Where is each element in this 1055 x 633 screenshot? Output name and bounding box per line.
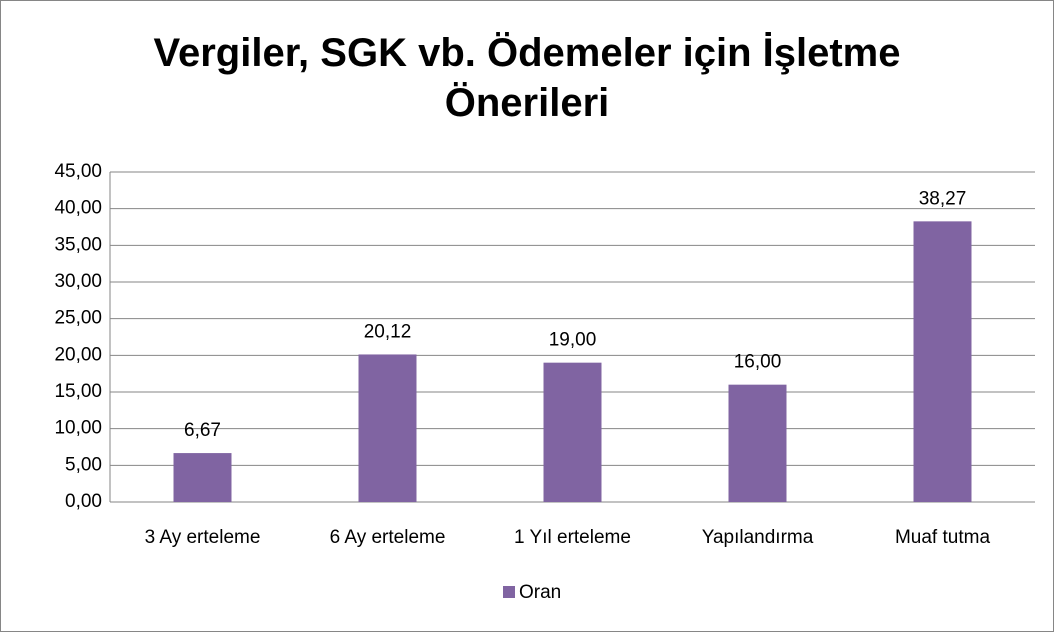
- data-label: 16,00: [734, 352, 782, 373]
- y-tick-label: 30,00: [54, 271, 102, 292]
- y-tick-label: 15,00: [54, 381, 102, 402]
- y-tick-label: 10,00: [54, 418, 102, 439]
- y-tick-label: 35,00: [54, 234, 102, 255]
- bar: [173, 453, 232, 502]
- y-tick-label: 0,00: [65, 491, 102, 512]
- y-tick-label: 45,00: [54, 161, 102, 182]
- chart-title: Vergiler, SGK vb. Ödemeler için İşletme …: [153, 31, 901, 125]
- y-tick-label: 25,00: [54, 308, 102, 329]
- bar: [913, 221, 972, 502]
- data-label: 20,12: [364, 321, 412, 342]
- x-tick-label: 6 Ay erteleme: [330, 527, 446, 548]
- legend-label: Oran: [519, 582, 561, 603]
- x-tick-label: Muaf tutma: [895, 527, 990, 548]
- y-tick-label: 5,00: [65, 454, 102, 475]
- data-label: 38,27: [919, 188, 967, 209]
- x-tick-label: 3 Ay erteleme: [145, 527, 261, 548]
- x-tick-label: Yapılandırma: [702, 527, 814, 548]
- y-tick-label: 20,00: [54, 344, 102, 365]
- data-label: 6,67: [184, 420, 221, 441]
- bar: [358, 354, 417, 502]
- legend-swatch: [503, 586, 515, 598]
- bar: [543, 362, 602, 502]
- data-label: 19,00: [549, 330, 597, 351]
- y-tick-label: 40,00: [54, 198, 102, 219]
- x-tick-label: 1 Yıl erteleme: [514, 527, 631, 548]
- bar: [728, 384, 787, 502]
